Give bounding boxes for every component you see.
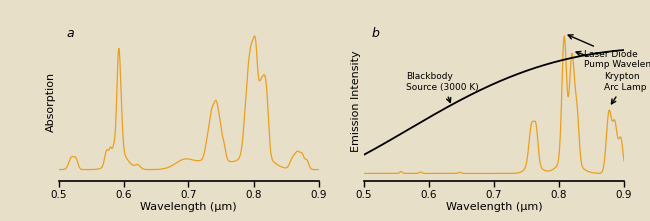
- X-axis label: Wavelength (μm): Wavelength (μm): [140, 202, 237, 212]
- X-axis label: Wavelength (μm): Wavelength (μm): [446, 202, 542, 212]
- Text: a: a: [66, 27, 74, 40]
- Y-axis label: Emission Intensity: Emission Intensity: [351, 51, 361, 152]
- Text: Laser Diode
Pump Wavelength: Laser Diode Pump Wavelength: [568, 35, 650, 69]
- Text: Blackbody
Source (3000 K): Blackbody Source (3000 K): [406, 72, 479, 103]
- Text: b: b: [372, 27, 380, 40]
- Text: Krypton
Arc Lamp: Krypton Arc Lamp: [604, 72, 647, 104]
- Y-axis label: Absorption: Absorption: [46, 72, 56, 132]
